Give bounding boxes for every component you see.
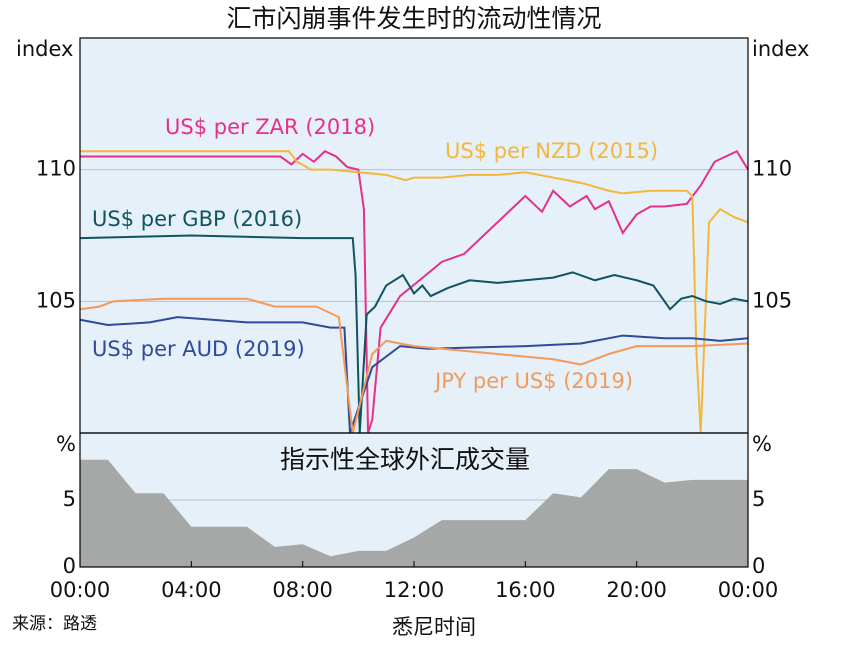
y-axis-label-right: % — [752, 432, 772, 456]
y-axis-label: index — [16, 37, 73, 61]
y-tick-label-right: 110 — [752, 157, 792, 181]
x-tick-label: 00:00 — [50, 578, 111, 602]
series-label: JPY per US$ (2019) — [433, 369, 633, 393]
line — [80, 149, 749, 434]
x-tick-label: 16:00 — [495, 578, 556, 602]
series-label: US$ per NZD (2015) — [445, 139, 658, 163]
line — [80, 150, 749, 434]
x-tick-label: 00:00 — [718, 578, 779, 602]
y-tick-label: 110 — [36, 157, 76, 181]
area — [80, 459, 748, 567]
series-label: US$ per GBP (2016) — [92, 207, 302, 231]
x-tick-label: 04:00 — [161, 578, 222, 602]
x-tick-label: 12:00 — [384, 578, 445, 602]
panel-frame — [79, 432, 749, 568]
y-axis-label-right: index — [752, 37, 809, 61]
y-axis-label: % — [56, 432, 76, 456]
line — [79, 316, 749, 434]
line — [79, 297, 749, 434]
y-tick-label-right: 5 — [752, 487, 765, 511]
y-tick-label: 5 — [63, 487, 76, 511]
x-axis-label: 悉尼时间 — [392, 615, 476, 639]
series-label: US$ per ZAR (2018) — [165, 115, 375, 139]
x-tick-label: 08:00 — [272, 578, 333, 602]
y-tick-label: 0 — [63, 554, 76, 578]
series-label: US$ per AUD (2019) — [92, 337, 305, 361]
x-tick-label: 20:00 — [606, 578, 667, 602]
y-tick-label: 105 — [36, 288, 76, 312]
panel-title: 指示性全球外汇成交量 — [280, 445, 530, 474]
chart-title: 汇市闪崩事件发生时的流动性情况 — [226, 4, 601, 33]
y-tick-label-right: 0 — [752, 554, 765, 578]
source: 来源：路透 — [12, 614, 97, 634]
y-tick-label-right: 105 — [752, 288, 792, 312]
